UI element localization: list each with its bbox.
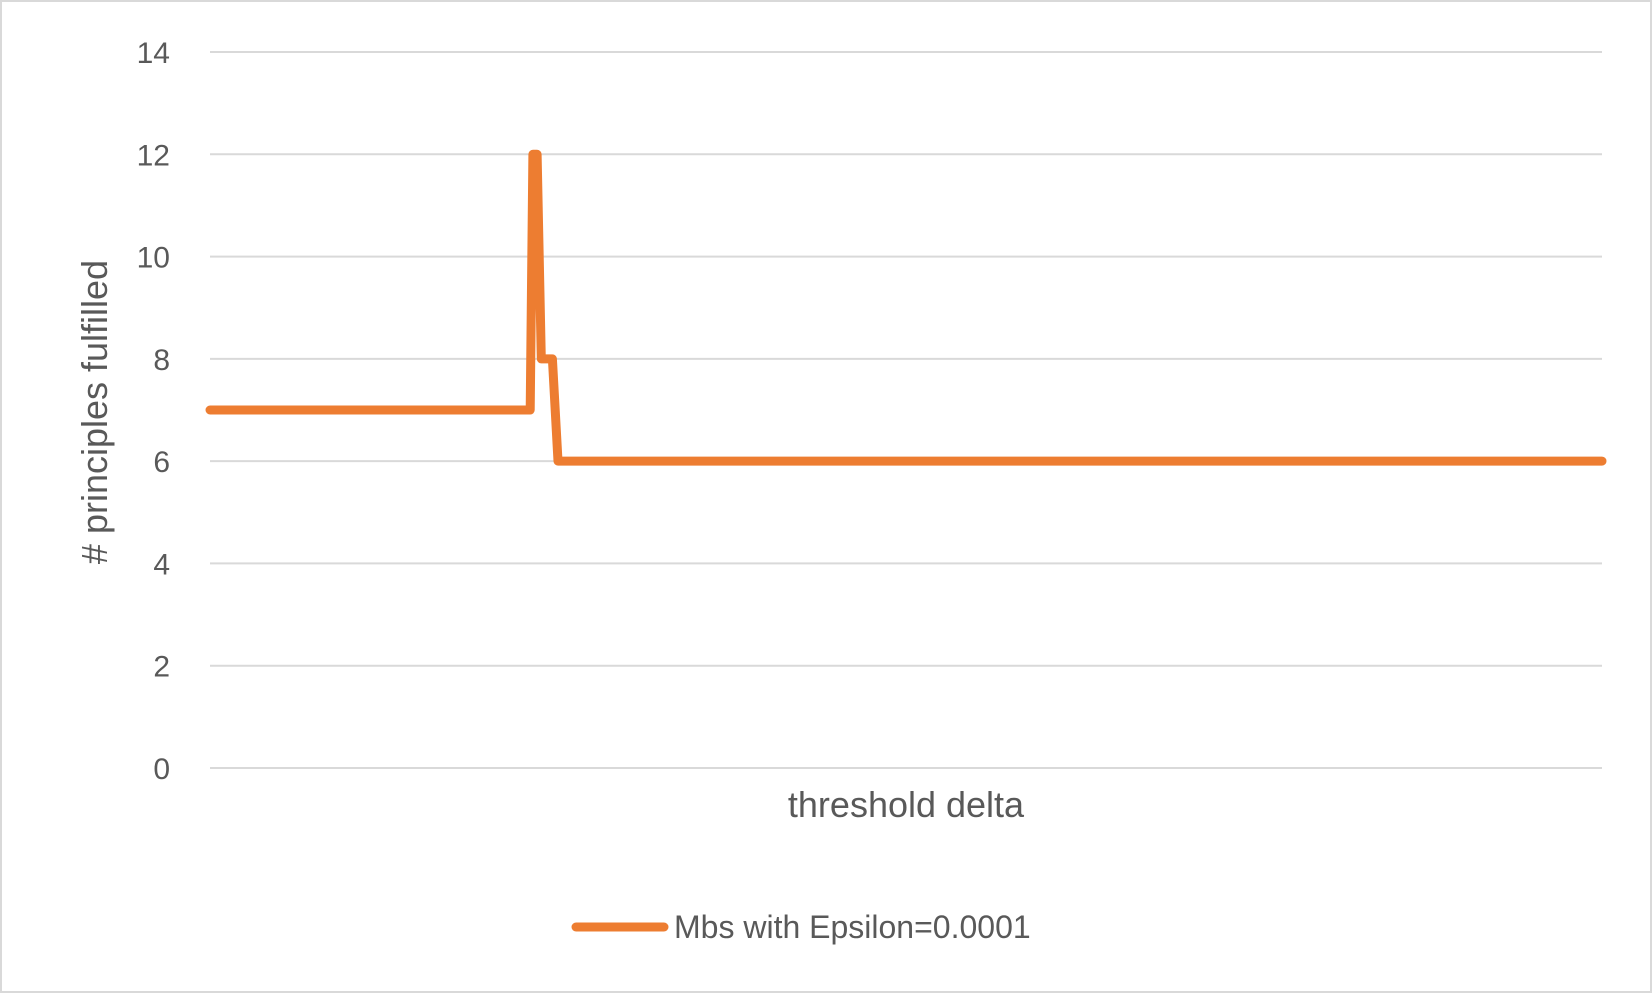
y-tick-label-10: 10 xyxy=(137,242,170,275)
y-axis-title: # principles fulfilled xyxy=(74,260,115,564)
series-line-0 xyxy=(205,149,1607,466)
y-tick-label-14: 14 xyxy=(137,37,170,70)
legend: Mbs with Epsilon=0.0001 xyxy=(571,909,1031,945)
y-tick-label-0: 0 xyxy=(153,753,170,786)
y-tick-label-2: 2 xyxy=(153,651,170,684)
y-tick-labels: 0 2 4 6 8 10 12 14 xyxy=(137,37,170,786)
x-axis-title: threshold delta xyxy=(788,784,1025,825)
gridlines xyxy=(210,51,1602,769)
y-tick-label-8: 8 xyxy=(153,344,170,377)
series-layer xyxy=(205,149,1607,466)
y-tick-label-12: 12 xyxy=(137,139,170,172)
legend-label: Mbs with Epsilon=0.0001 xyxy=(674,909,1031,945)
y-tick-label-4: 4 xyxy=(153,548,170,581)
y-tick-label-6: 6 xyxy=(153,446,170,479)
